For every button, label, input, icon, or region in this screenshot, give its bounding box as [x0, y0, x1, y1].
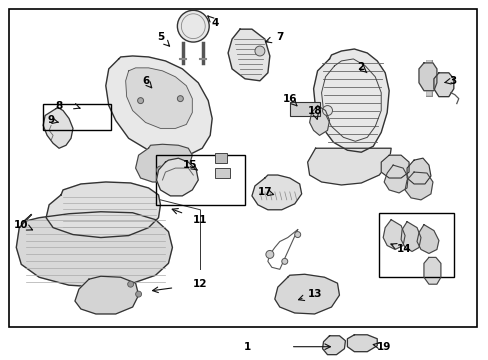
Polygon shape — [383, 220, 404, 249]
Polygon shape — [322, 336, 345, 355]
Ellipse shape — [265, 251, 273, 258]
Polygon shape — [156, 158, 198, 196]
Text: 17: 17 — [257, 187, 272, 197]
Polygon shape — [135, 144, 192, 182]
Ellipse shape — [177, 96, 183, 102]
Bar — [379, 213, 453, 277]
Polygon shape — [309, 105, 329, 135]
Text: 12: 12 — [193, 279, 207, 289]
Polygon shape — [418, 63, 436, 91]
Polygon shape — [75, 276, 138, 314]
Text: 18: 18 — [307, 105, 321, 116]
Text: 7: 7 — [276, 32, 283, 42]
Ellipse shape — [322, 105, 332, 116]
Polygon shape — [105, 56, 212, 156]
Polygon shape — [46, 182, 160, 238]
Ellipse shape — [294, 231, 300, 238]
Polygon shape — [400, 222, 420, 251]
Ellipse shape — [135, 291, 142, 297]
Text: 8: 8 — [55, 100, 62, 111]
Ellipse shape — [254, 46, 264, 56]
Polygon shape — [43, 108, 73, 148]
Bar — [215, 153, 226, 163]
Polygon shape — [416, 225, 438, 253]
Polygon shape — [313, 49, 388, 152]
Polygon shape — [404, 172, 432, 200]
Polygon shape — [125, 68, 192, 129]
Polygon shape — [433, 73, 453, 96]
Polygon shape — [406, 158, 430, 184]
Text: 11: 11 — [193, 215, 207, 225]
Text: 5: 5 — [157, 32, 164, 42]
Polygon shape — [381, 155, 408, 178]
Bar — [155, 155, 244, 205]
Polygon shape — [346, 335, 376, 352]
Polygon shape — [423, 257, 440, 284]
Text: 15: 15 — [183, 160, 197, 170]
Polygon shape — [227, 29, 269, 81]
Text: 14: 14 — [396, 244, 410, 255]
Text: 3: 3 — [448, 76, 455, 86]
Ellipse shape — [127, 281, 133, 287]
Ellipse shape — [137, 98, 143, 104]
Bar — [215, 168, 230, 178]
Polygon shape — [274, 274, 339, 314]
Text: 10: 10 — [14, 220, 28, 230]
Ellipse shape — [177, 10, 209, 42]
Text: 6: 6 — [142, 76, 149, 86]
Bar — [43, 104, 111, 130]
Polygon shape — [251, 175, 301, 210]
Polygon shape — [307, 148, 390, 185]
Text: 16: 16 — [282, 94, 296, 104]
Polygon shape — [384, 165, 407, 193]
Ellipse shape — [156, 166, 164, 174]
Text: 2: 2 — [356, 62, 363, 72]
Polygon shape — [16, 212, 172, 287]
Text: 1: 1 — [243, 342, 250, 352]
Text: 19: 19 — [376, 342, 390, 352]
Bar — [289, 102, 319, 116]
Text: 13: 13 — [307, 289, 321, 299]
Bar — [9, 9, 476, 327]
Text: 9: 9 — [47, 116, 55, 126]
Text: 4: 4 — [211, 18, 219, 28]
Ellipse shape — [281, 258, 287, 264]
